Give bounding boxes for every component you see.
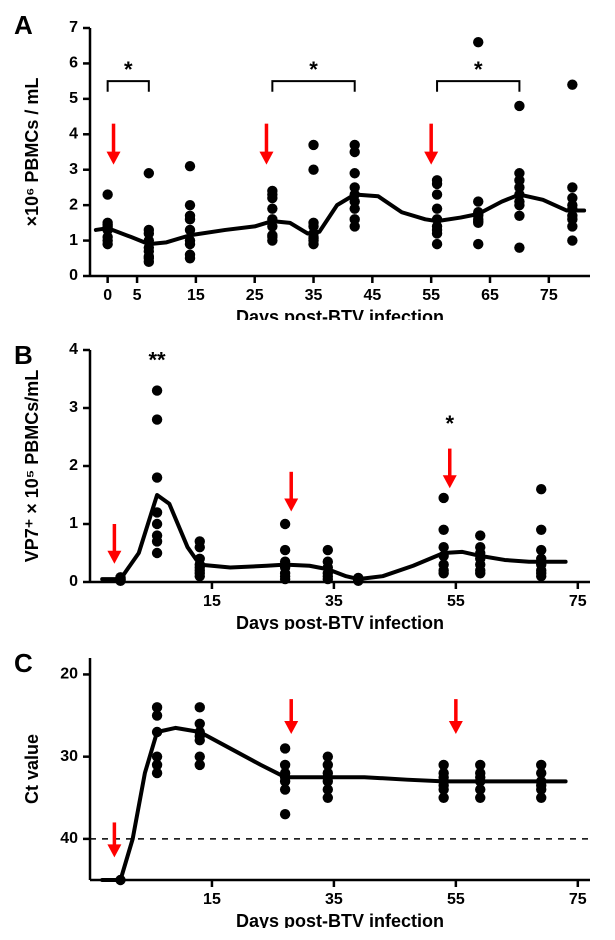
panel-b-label: B (14, 340, 33, 371)
svg-text:20: 20 (60, 666, 78, 683)
svg-text:15: 15 (203, 891, 221, 908)
svg-text:45: 45 (363, 287, 381, 304)
svg-text:3: 3 (69, 161, 78, 178)
svg-text:75: 75 (569, 593, 587, 610)
svg-text:**: ** (149, 347, 167, 372)
svg-text:40: 40 (60, 830, 78, 847)
svg-text:0: 0 (69, 573, 78, 590)
figure: A 012345670515253545556575×10⁶ PBMCs / m… (0, 0, 615, 940)
svg-text:1: 1 (69, 232, 78, 249)
svg-text:1: 1 (69, 515, 78, 532)
panel-c-label: C (14, 648, 33, 679)
svg-text:4: 4 (69, 341, 78, 358)
svg-text:*: * (474, 57, 483, 82)
svg-text:Ct value: Ct value (22, 734, 42, 804)
svg-text:35: 35 (325, 891, 343, 908)
svg-text:7: 7 (69, 19, 78, 36)
svg-text:65: 65 (481, 287, 499, 304)
svg-text:3: 3 (69, 399, 78, 416)
svg-text:×10⁶ PBMCs / mL: ×10⁶ PBMCs / mL (22, 78, 42, 227)
svg-text:*: * (309, 57, 318, 82)
svg-text:15: 15 (203, 593, 221, 610)
svg-text:2: 2 (69, 457, 78, 474)
svg-text:15: 15 (187, 287, 205, 304)
panel-a-svg: 012345670515253545556575×10⁶ PBMCs / mLD… (0, 10, 615, 320)
svg-text:Days post-BTV infection: Days post-BTV infection (236, 911, 444, 928)
svg-text:75: 75 (569, 891, 587, 908)
svg-text:5: 5 (69, 90, 78, 107)
svg-text:Days post-BTV infection: Days post-BTV infection (236, 613, 444, 630)
svg-text:35: 35 (325, 593, 343, 610)
svg-text:2: 2 (69, 196, 78, 213)
panel-b-svg: 0 1 2 3 4 15 35 55 75 VP7⁺ × 10⁵ PBMCs/mL Days pos… (0, 340, 615, 630)
svg-text:55: 55 (447, 891, 465, 908)
svg-text:35: 35 (305, 287, 323, 304)
svg-text:0: 0 (69, 267, 78, 284)
svg-text:30: 30 (60, 748, 78, 765)
svg-text:VP7⁺ × 10⁵ PBMCs/mL: VP7⁺ × 10⁵ PBMCs/mL (22, 370, 42, 563)
panel-c-svg: 20 30 40 15 35 55 75 Ct value Days post-BTV infe… (0, 648, 615, 928)
svg-text:0: 0 (103, 287, 112, 304)
svg-text:*: * (124, 57, 133, 82)
panel-c: C 20 30 40 15 35 55 75 Ct value Days post-BTV in… (0, 648, 615, 928)
svg-text:25: 25 (246, 287, 264, 304)
panel-a-label: A (14, 10, 33, 41)
svg-text:55: 55 (447, 593, 465, 610)
svg-text:Days post-BTV infection: Days post-BTV infection (236, 307, 444, 320)
svg-text:75: 75 (540, 287, 558, 304)
svg-text:*: * (445, 411, 454, 436)
svg-text:6: 6 (69, 55, 78, 72)
panel-b: B 0 1 2 3 4 15 35 55 75 VP7⁺ × 10⁵ PBMCs/mL Days p… (0, 340, 615, 630)
svg-text:5: 5 (133, 287, 142, 304)
svg-text:55: 55 (422, 287, 440, 304)
svg-text:4: 4 (69, 126, 78, 143)
panel-a: A 012345670515253545556575×10⁶ PBMCs / m… (0, 10, 615, 320)
